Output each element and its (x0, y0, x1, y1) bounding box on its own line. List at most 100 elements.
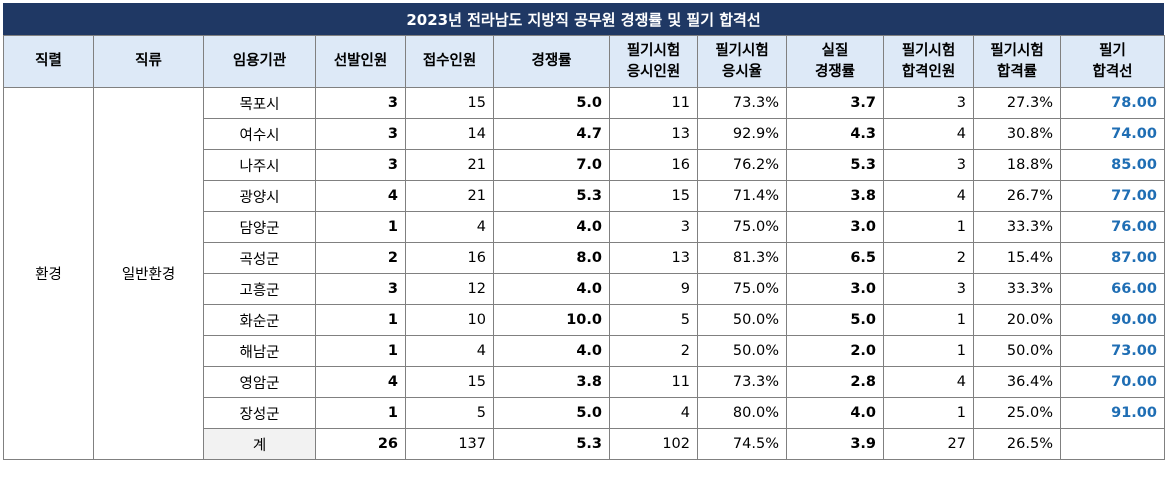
header-passed-line: 합격인원 (901, 63, 956, 80)
total-take-rate: 74.5% (697, 428, 787, 460)
cell-ratio: 4.7 (493, 118, 610, 150)
cell-applied: 21 (405, 180, 494, 212)
cell-cutoff: 78.00 (1060, 87, 1165, 119)
cell-takers: 13 (609, 242, 698, 274)
cell-selected: 1 (315, 397, 406, 429)
header-takers-line: 응시인원 (626, 63, 681, 80)
cell-org: 나주시 (203, 149, 316, 181)
cell-selected: 3 (315, 149, 406, 181)
cell-branch: 일반환경 (93, 87, 204, 460)
cell-takers: 11 (609, 366, 698, 398)
cell-ratio: 4.0 (493, 211, 610, 243)
cell-take-rate: 80.0% (697, 397, 787, 429)
cell-take-rate: 73.3% (697, 366, 787, 398)
cell-org: 화순군 (203, 304, 316, 336)
cell-passed: 4 (883, 180, 974, 212)
header-series: 직렬 (3, 35, 94, 88)
cell-takers: 3 (609, 211, 698, 243)
header-ratio: 경쟁률 (493, 35, 610, 88)
cell-cutoff: 77.00 (1060, 180, 1165, 212)
total-pass-rate: 26.5% (973, 428, 1061, 460)
header-applied: 접수인원 (405, 35, 494, 88)
cell-pass-rate: 18.8% (973, 149, 1061, 181)
table-body: 환경 일반환경 목포시 3 15 5.0 11 73.3% 3.7 3 27.3% 78.00 여수시 3… (3, 87, 1165, 460)
cell-applied: 15 (405, 87, 494, 119)
cell-take-rate: 50.0% (697, 304, 787, 336)
cell-takers: 15 (609, 180, 698, 212)
header-series-line: 직렬 (35, 53, 62, 69)
cell-ratio: 3.8 (493, 366, 610, 398)
header-real-ratio-line: 경쟁률 (814, 63, 856, 80)
cell-applied: 14 (405, 118, 494, 150)
cell-real-ratio: 3.0 (786, 211, 884, 243)
cell-cutoff: 91.00 (1060, 397, 1165, 429)
header-selected: 선발인원 (315, 35, 406, 88)
cell-take-rate: 75.0% (697, 211, 787, 243)
cell-passed: 2 (883, 242, 974, 274)
cell-ratio: 4.0 (493, 335, 610, 367)
cell-takers: 9 (609, 273, 698, 305)
header-pass-rate-line: 합격률 (996, 63, 1038, 80)
cell-real-ratio: 4.0 (786, 397, 884, 429)
header-passed-line: 필기시험 (901, 42, 956, 59)
results-sheet: 2023년 전라남도 지방직 공무원 경쟁률 및 필기 합격선 직렬 직류 임용기관… (3, 3, 1165, 460)
total-label: 계 (203, 428, 316, 460)
table-row: 나주시 3 21 7.0 16 76.2% 5.3 3 18.8% 85.00 (4, 149, 1165, 181)
cell-takers: 13 (609, 118, 698, 150)
cell-pass-rate: 50.0% (973, 335, 1061, 367)
cell-passed: 1 (883, 397, 974, 429)
cell-passed: 1 (883, 304, 974, 336)
cell-selected: 3 (315, 273, 406, 305)
cell-cutoff: 66.00 (1060, 273, 1165, 305)
cell-selected: 3 (315, 118, 406, 150)
table-row: 고흥군 3 12 4.0 9 75.0% 3.0 3 33.3% 66.00 (4, 273, 1165, 305)
header-selected-line: 선발인원 (333, 53, 388, 69)
cell-pass-rate: 15.4% (973, 242, 1061, 274)
cell-org: 광양시 (203, 180, 316, 212)
cell-real-ratio: 2.8 (786, 366, 884, 398)
cell-applied: 10 (405, 304, 494, 336)
total-takers: 102 (609, 428, 698, 460)
cell-org: 곡성군 (203, 242, 316, 274)
cell-org: 담양군 (203, 211, 316, 243)
cell-ratio: 8.0 (493, 242, 610, 274)
table-row: 광양시 4 21 5.3 15 71.4% 3.8 4 26.7% 77.00 (4, 180, 1165, 212)
total-cutoff (1060, 428, 1165, 460)
cell-pass-rate: 27.3% (973, 87, 1061, 119)
cell-applied: 4 (405, 211, 494, 243)
table-row: 해남군 1 4 4.0 2 50.0% 2.0 1 50.0% 73.00 (4, 335, 1165, 367)
header-branch: 직류 (93, 35, 204, 88)
cell-ratio: 10.0 (493, 304, 610, 336)
cell-take-rate: 50.0% (697, 335, 787, 367)
header-takers-line: 필기시험 (626, 42, 681, 59)
cell-take-rate: 71.4% (697, 180, 787, 212)
cell-real-ratio: 6.5 (786, 242, 884, 274)
cell-pass-rate: 36.4% (973, 366, 1061, 398)
cell-series: 환경 (3, 87, 94, 460)
header-take-rate-line: 응시율 (721, 63, 763, 80)
cell-passed: 3 (883, 87, 974, 119)
table-row: 여수시 3 14 4.7 13 92.9% 4.3 4 30.8% 74.00 (4, 118, 1165, 150)
cell-applied: 4 (405, 335, 494, 367)
total-row: 계 26 137 5.3 102 74.5% 3.9 27 26.5% (4, 428, 1165, 460)
cell-passed: 3 (883, 149, 974, 181)
cell-takers: 11 (609, 87, 698, 119)
cell-cutoff: 70.00 (1060, 366, 1165, 398)
cell-pass-rate: 26.7% (973, 180, 1061, 212)
cell-real-ratio: 3.8 (786, 180, 884, 212)
header-cutoff-line: 필기 (1099, 42, 1126, 59)
cell-pass-rate: 20.0% (973, 304, 1061, 336)
cell-org: 장성군 (203, 397, 316, 429)
total-applied: 137 (405, 428, 494, 460)
cell-pass-rate: 33.3% (973, 273, 1061, 305)
cell-applied: 21 (405, 149, 494, 181)
table-row: 담양군 1 4 4.0 3 75.0% 3.0 1 33.3% 76.00 (4, 211, 1165, 243)
header-take-rate-line: 필기시험 (715, 42, 769, 59)
table-title: 2023년 전라남도 지방직 공무원 경쟁률 및 필기 합격선 (3, 3, 1164, 35)
total-passed: 27 (883, 428, 974, 460)
cell-take-rate: 76.2% (697, 149, 787, 181)
cell-org: 여수시 (203, 118, 316, 150)
cell-ratio: 4.0 (493, 273, 610, 305)
